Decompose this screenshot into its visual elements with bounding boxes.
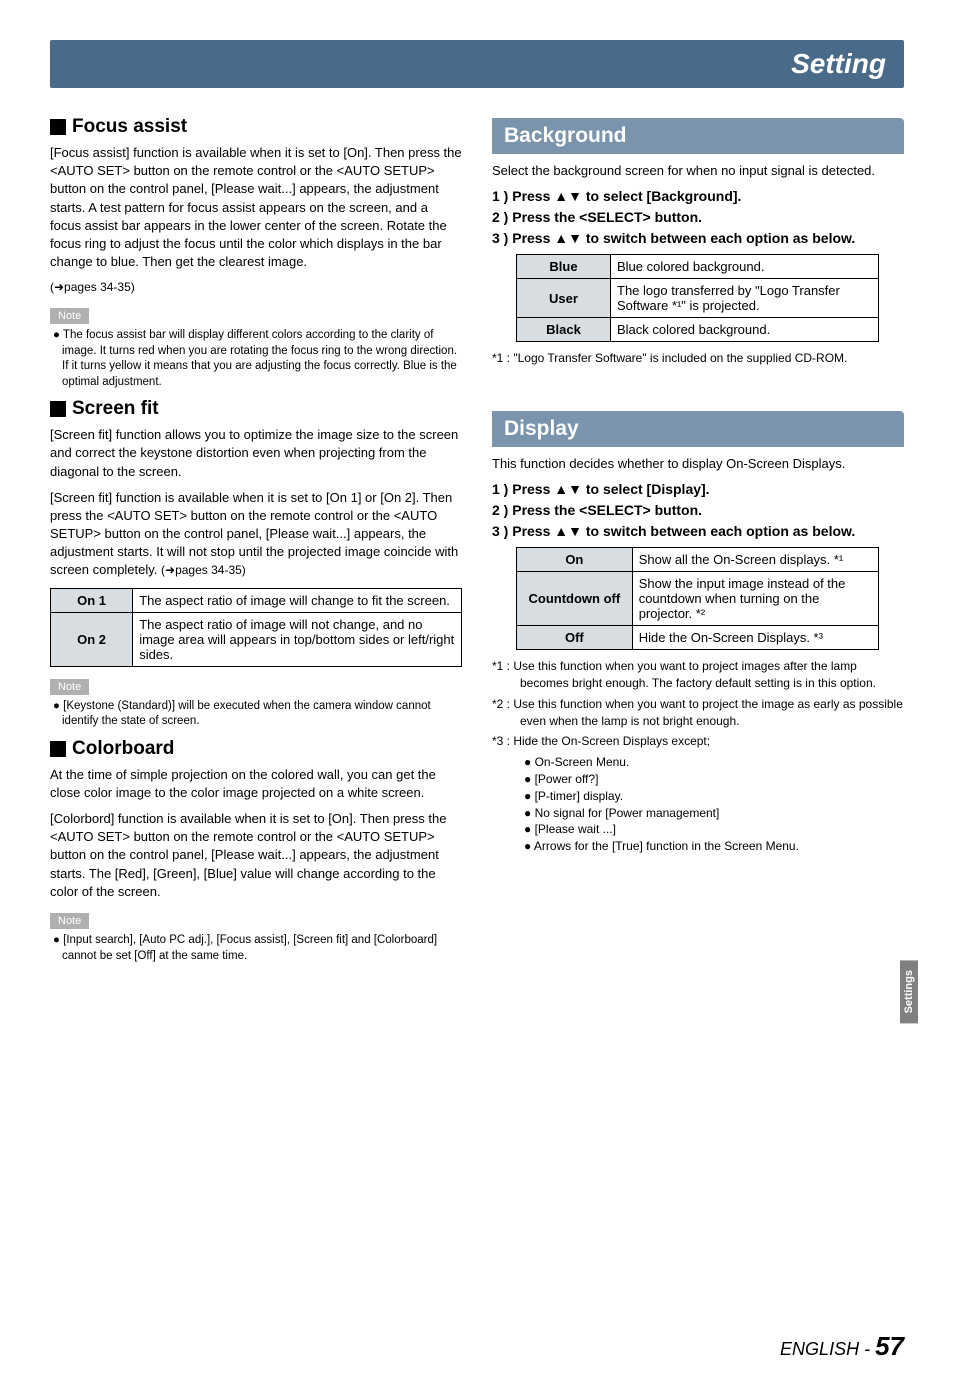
- square-icon: [50, 741, 66, 757]
- content-area: Focus assist [Focus assist] function is …: [0, 108, 954, 972]
- cell-val: The aspect ratio of image will change to…: [133, 588, 462, 612]
- screenfit-note: ● [Keystone (Standard)] will be executed…: [50, 699, 462, 730]
- screenfit-table: On 1 The aspect ratio of image will chan…: [50, 588, 462, 667]
- table-row: Black Black colored background.: [517, 318, 879, 342]
- cell-val: Hide the On-Screen Displays. *³: [632, 626, 878, 650]
- disp-sub: ● [Power off?]: [492, 771, 904, 788]
- cell-key: Off: [517, 626, 633, 650]
- table-row: Blue Blue colored background.: [517, 255, 879, 279]
- disp-sub: ● [P-timer] display.: [492, 788, 904, 805]
- display-title: Display: [492, 411, 904, 447]
- left-column: Focus assist [Focus assist] function is …: [50, 108, 462, 972]
- bg-footnote: *1 : "Logo Transfer Software" is include…: [492, 350, 904, 367]
- right-column: Background Select the background screen …: [492, 108, 904, 972]
- colorboard-body2: [Colorbord] function is available when i…: [50, 810, 462, 901]
- cell-key: Countdown off: [517, 572, 633, 626]
- square-icon: [50, 401, 66, 417]
- table-row: On 2 The aspect ratio of image will not …: [51, 612, 462, 666]
- colorboard-heading: Colorboard: [50, 738, 462, 760]
- page-footer: ENGLISH - 57: [780, 1331, 904, 1362]
- cell-val: The aspect ratio of image will not chang…: [133, 612, 462, 666]
- table-row: Off Hide the On-Screen Displays. *³: [517, 626, 879, 650]
- square-icon: [50, 119, 66, 135]
- display-body: This function decides whether to display…: [492, 455, 904, 473]
- side-tab-settings: Settings: [900, 960, 918, 1023]
- cell-val: Show all the On-Screen displays. *¹: [632, 548, 878, 572]
- step: 1 ) Press ▲▼ to select [Background].: [492, 188, 904, 204]
- cell-key: Black: [517, 318, 611, 342]
- cell-key: On 2: [51, 612, 133, 666]
- cell-val: Show the input image instead of the coun…: [632, 572, 878, 626]
- heading-text: Colorboard: [72, 738, 174, 760]
- cell-val: Blue colored background.: [611, 255, 879, 279]
- background-title: Background: [492, 118, 904, 154]
- disp-footnote: *3 : Hide the On-Screen Displays except;: [492, 733, 904, 750]
- disp-sub: ● No signal for [Power management]: [492, 805, 904, 822]
- sf-b2b: (➜pages 34-35): [161, 563, 246, 577]
- focus-note: ● The focus assist bar will display diff…: [50, 328, 462, 390]
- step: 1 ) Press ▲▼ to select [Display].: [492, 481, 904, 497]
- table-row: On 1 The aspect ratio of image will chan…: [51, 588, 462, 612]
- screenfit-body1: [Screen fit] function allows you to opti…: [50, 426, 462, 481]
- step: 2 ) Press the <SELECT> button.: [492, 502, 904, 518]
- page-header: Setting: [50, 40, 904, 88]
- disp-sub: ● Arrows for the [True] function in the …: [492, 838, 904, 855]
- screenfit-body2: [Screen fit] function is available when …: [50, 489, 462, 580]
- footer-page: 57: [875, 1331, 904, 1361]
- step: 3 ) Press ▲▼ to switch between each opti…: [492, 523, 904, 539]
- background-body: Select the background screen for when no…: [492, 162, 904, 180]
- cell-key: Blue: [517, 255, 611, 279]
- display-table: On Show all the On-Screen displays. *¹ C…: [516, 547, 879, 650]
- focus-ref: (➜pages 34-35): [50, 279, 462, 296]
- table-row: User The logo transferred by "Logo Trans…: [517, 279, 879, 318]
- cell-val: Black colored background.: [611, 318, 879, 342]
- screenfit-heading: Screen fit: [50, 398, 462, 420]
- heading-text: Focus assist: [72, 116, 187, 138]
- sf-b2a: [Screen fit] function is available when …: [50, 490, 458, 578]
- focus-assist-heading: Focus assist: [50, 116, 462, 138]
- colorboard-body1: At the time of simple projection on the …: [50, 766, 462, 802]
- table-row: Countdown off Show the input image inste…: [517, 572, 879, 626]
- table-row: On Show all the On-Screen displays. *¹: [517, 548, 879, 572]
- disp-sub: ● [Please wait ...]: [492, 821, 904, 838]
- heading-text: Screen fit: [72, 398, 159, 420]
- cell-key: On 1: [51, 588, 133, 612]
- disp-sub: ● On-Screen Menu.: [492, 754, 904, 771]
- colorboard-note: ● [Input search], [Auto PC adj.], [Focus…: [50, 933, 462, 964]
- focus-body: [Focus assist] function is available whe…: [50, 144, 462, 271]
- cell-key: User: [517, 279, 611, 318]
- note-label: Note: [50, 679, 89, 695]
- note-label: Note: [50, 913, 89, 929]
- note-label: Note: [50, 308, 89, 324]
- footer-lang: ENGLISH -: [780, 1339, 875, 1359]
- step: 3 ) Press ▲▼ to switch between each opti…: [492, 230, 904, 246]
- disp-footnote: *2 : Use this function when you want to …: [492, 696, 904, 730]
- step: 2 ) Press the <SELECT> button.: [492, 209, 904, 225]
- cell-key: On: [517, 548, 633, 572]
- background-table: Blue Blue colored background. User The l…: [516, 254, 879, 342]
- disp-footnote: *1 : Use this function when you want to …: [492, 658, 904, 692]
- cell-val: The logo transferred by "Logo Transfer S…: [611, 279, 879, 318]
